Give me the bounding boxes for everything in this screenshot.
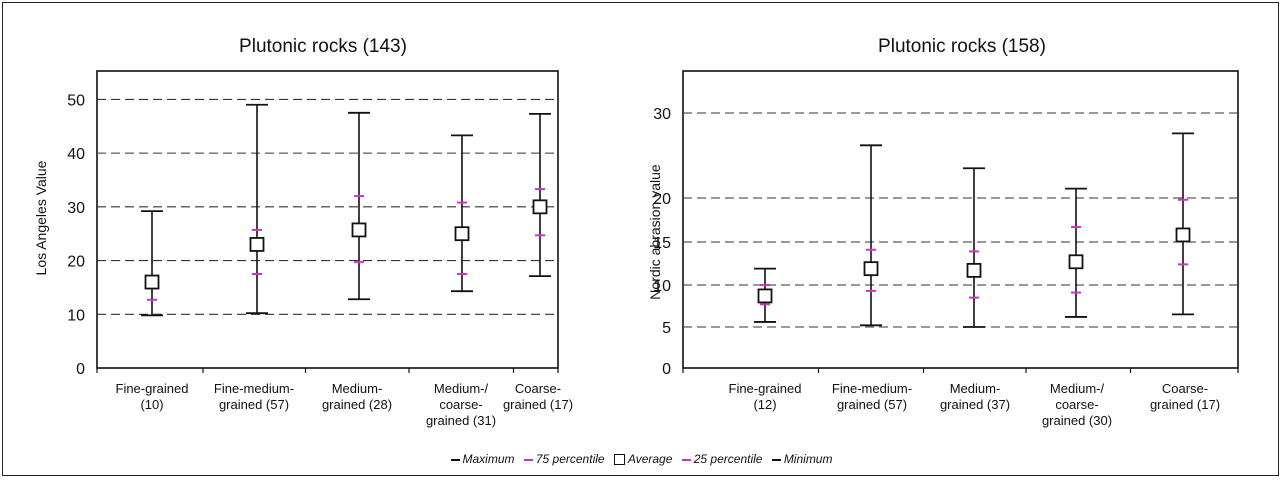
legend-symbol-25-percentile [681,458,691,461]
x-category-label: Medium-/ [1050,381,1105,396]
average-mark [144,274,160,290]
average-mark [532,199,548,215]
x-category-label: (12) [753,397,776,412]
legend-label-average: Average [627,451,673,466]
x-category-label: coarse- [439,397,482,412]
legend-label-25-percentile: 25 percentile [693,451,763,466]
legend-symbol-minimum [771,458,781,461]
chart-title: Plutonic rocks (158) [878,36,1046,57]
average-mark [249,237,265,252]
average-mark [966,262,982,278]
x-category-label: coarse- [1055,397,1098,412]
y-axis-label: Los Angeles Value [33,160,49,275]
x-category-label: Coarse- [1162,381,1208,396]
legend-label-maximum: Maximum [462,451,515,466]
average-mark [1068,254,1084,270]
legend-item-average: Average [613,451,673,466]
x-category-label: grained (17) [503,397,573,412]
legend-symbol-75-percentile [523,458,533,461]
x-category-label: grained (37) [940,397,1010,412]
x-category-label: grained (30) [1042,413,1112,428]
x-category-label: grained (31) [426,413,496,428]
y-axis-label: Nordic abrasion value [647,164,663,300]
x-category-label: Medium- [950,381,1001,396]
plot-area-frame [682,70,1239,369]
y-tick-label: 30 [67,200,85,217]
x-category-label: Medium- [332,381,383,396]
x-category-label: Fine-grained [116,381,189,396]
y-tick-label: 0 [662,361,671,378]
x-category-label: grained (57) [837,397,907,412]
legend-item-25-percentile: 25 percentile [681,451,763,466]
legend-item-75-percentile: 75 percentile [523,451,605,466]
x-category-label: grained (28) [322,397,392,412]
y-tick-label: 0 [76,361,85,378]
x-category-label: grained (57) [219,397,289,412]
average-mark [1175,227,1191,243]
average-mark [863,261,879,277]
y-tick-label: 50 [67,92,85,109]
legend-label-75-percentile: 75 percentile [535,451,605,466]
legend-symbol-average [613,454,625,466]
y-tick-label: 5 [662,320,671,337]
legend-symbol-maximum [450,458,460,461]
x-category-label: Fine-medium- [832,381,912,396]
x-category-label: grained (17) [1150,397,1220,412]
x-category-label: Medium-/ [434,381,489,396]
legend: Maximum 75 percentile Average 25 percent… [0,451,1283,466]
x-category-label: Fine-medium- [214,381,294,396]
average-mark [351,222,367,238]
legend-item-minimum: Minimum [771,451,833,466]
chart-panel-2: Plutonic rocks (158) Nordic abrasion valu… [647,36,1239,428]
y-tick-label: 10 [67,307,85,324]
y-tick-label: 30 [653,106,671,123]
legend-label-minimum: Minimum [783,451,833,466]
average-mark [757,288,773,304]
y-tick-label: 20 [67,254,85,271]
average-mark [454,226,470,242]
y-tick-label: 40 [67,146,85,163]
y-tick-label: 10 [653,278,671,295]
y-tick-label: 15 [653,235,671,252]
x-category-label: (10) [140,397,163,412]
legend-item-maximum: Maximum [450,451,515,466]
x-category-label: Fine-grained [729,381,802,396]
x-category-label: Coarse- [515,381,561,396]
y-tick-label: 20 [653,191,671,208]
chart-panel-1: Plutonic rocks (143) Los Angeles Value 0 10… [33,36,573,428]
chart-title: Plutonic rocks (143) [239,36,407,57]
plot-area-frame [96,70,559,369]
